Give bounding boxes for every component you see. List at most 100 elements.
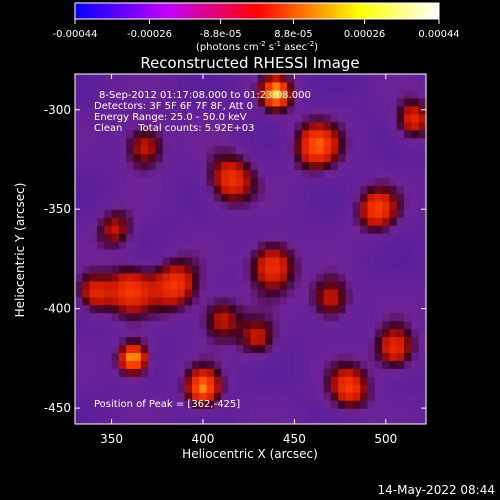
heatmap-cell (294, 105, 303, 115)
heatmap-cell (199, 280, 208, 290)
heatmap-cell (345, 272, 354, 282)
heatmap-cell (155, 360, 164, 369)
heatmap-cell (243, 384, 252, 393)
heatmap-cell (396, 408, 405, 417)
heatmap-cell (257, 264, 266, 274)
heatmap-cell (82, 296, 91, 306)
annotation-peak-position: Position of Peak = [362,-425] (94, 399, 240, 410)
heatmap-cell (367, 217, 376, 226)
heatmap-cell (170, 105, 178, 115)
heatmap-cell (287, 312, 295, 322)
colorbar-tick-label: 8.8e-05 (274, 29, 312, 40)
heatmap-cell (411, 392, 420, 401)
heatmap-cell (265, 201, 274, 210)
heatmap-cell (235, 328, 244, 338)
heatmap-cell (228, 320, 237, 330)
heatmap-cell (272, 352, 281, 361)
heatmap-cell (250, 161, 259, 171)
heatmap-cell (148, 376, 157, 385)
heatmap-cell (257, 296, 266, 306)
heatmap-cell (287, 249, 295, 258)
heatmap-cell (396, 392, 405, 401)
heatmap-cell (418, 336, 426, 346)
heatmap-cell (235, 137, 244, 147)
heatmap-cell (287, 161, 295, 171)
heatmap-cell (118, 360, 127, 369)
heatmap-cell (228, 336, 237, 346)
heatmap-cell (257, 256, 266, 266)
heatmap-cell (162, 328, 171, 338)
heatmap-cell (140, 97, 149, 107)
heatmap-cell (140, 177, 149, 186)
heatmap-cell (338, 153, 347, 163)
heatmap-cell (133, 368, 142, 377)
heatmap-cell (279, 280, 288, 290)
colorbar-tick-label: -0.00044 (53, 29, 98, 40)
heatmap-cell (162, 256, 171, 266)
heatmap-cell (374, 74, 383, 83)
heatmap-cell (111, 288, 120, 298)
heatmap-cell (396, 217, 405, 226)
heatmap-cell (221, 169, 230, 179)
heatmap-cell (148, 201, 157, 210)
heatmap-cell (360, 177, 369, 186)
heatmap-cell (367, 105, 376, 115)
heatmap-cell (257, 153, 266, 163)
heatmap-cell (411, 416, 420, 424)
colorbar-ticks: -0.00044 -0.00026 -8.8e-05 8.8e-05 0.00026 0.… (53, 19, 460, 40)
heatmap-cell (126, 408, 135, 417)
heatmap-cell (192, 376, 200, 385)
heatmap-cell (404, 416, 412, 424)
heatmap-cell (294, 352, 303, 361)
heatmap-cell (206, 360, 215, 369)
heatmap-cell (177, 233, 186, 242)
heatmap-cell (389, 352, 398, 361)
heatmap-cell (111, 153, 120, 163)
heatmap-cell (265, 209, 274, 218)
heatmap-cell (309, 217, 317, 226)
heatmap-cell (294, 312, 303, 322)
heatmap-cell (250, 97, 259, 107)
heatmap-cell (111, 169, 120, 179)
heatmap-cell (133, 145, 142, 155)
heatmap-cell (360, 416, 369, 424)
heatmap-cell (338, 288, 347, 298)
heatmap-cell (82, 233, 91, 242)
heatmap-cell (177, 416, 186, 424)
heatmap-cell (235, 408, 244, 417)
heatmap-cell (294, 201, 303, 210)
heatmap-cell (374, 129, 383, 139)
heatmap-cell (389, 408, 398, 417)
heatmap-cell (206, 336, 215, 346)
heatmap-cell (155, 304, 164, 314)
heatmap-cell (352, 296, 361, 306)
heatmap-cell (118, 296, 127, 306)
heatmap-cell (418, 408, 426, 417)
heatmap-cell (118, 272, 127, 282)
heatmap-cell (75, 241, 83, 250)
heatmap-cell (360, 328, 369, 338)
heatmap-cell (75, 384, 83, 393)
heatmap-cell (301, 89, 310, 99)
heatmap-cell (192, 344, 200, 354)
heatmap-cell (309, 264, 317, 274)
heatmap-cell (382, 81, 391, 91)
heatmap-cell (235, 121, 244, 131)
heatmap-cell (228, 416, 237, 424)
heatmap-cell (199, 400, 208, 409)
heatmap-cell (89, 169, 98, 179)
heatmap-cell (338, 312, 347, 322)
heatmap-cell (192, 81, 200, 91)
heatmap-cell (133, 312, 142, 322)
heatmap-cell (235, 74, 244, 83)
heatmap-cell (75, 137, 83, 147)
heatmap-cell (316, 209, 325, 218)
heatmap-cell (243, 296, 252, 306)
heatmap-cell (257, 384, 266, 393)
heatmap-cell (352, 217, 361, 226)
heatmap-cell (345, 336, 354, 346)
heatmap-cell (192, 368, 200, 377)
heatmap-cell (199, 105, 208, 115)
heatmap-cell (316, 113, 325, 123)
heatmap-cell (162, 97, 171, 107)
